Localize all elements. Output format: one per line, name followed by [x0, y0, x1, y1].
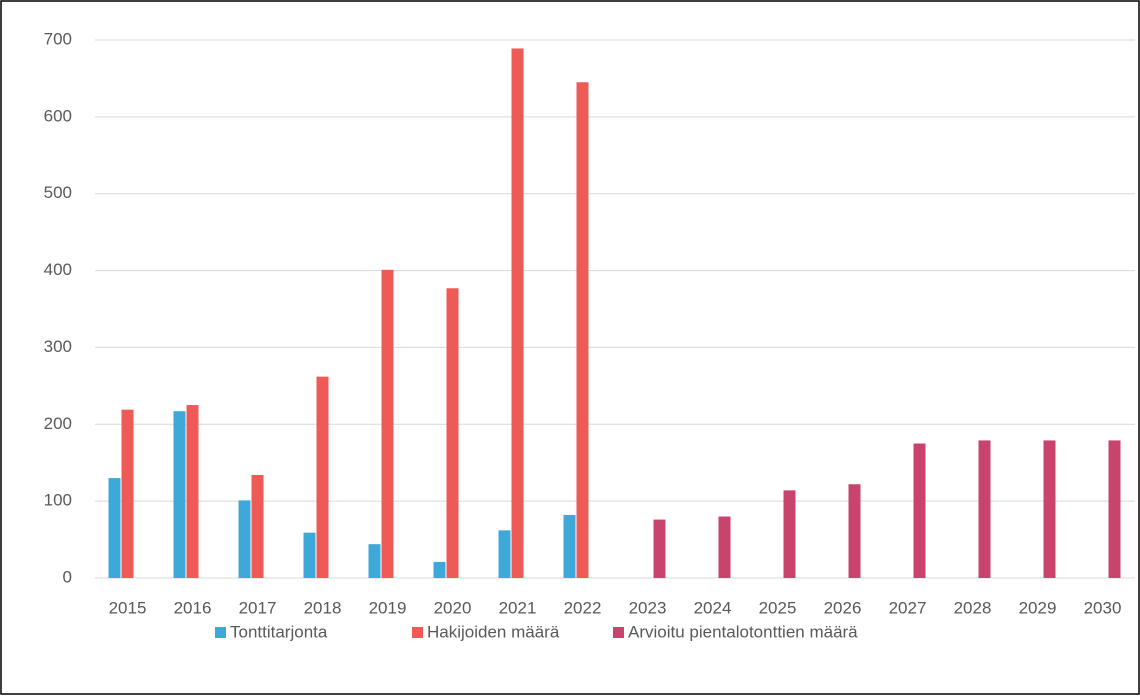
- bar: [316, 376, 329, 578]
- bar: [511, 48, 524, 578]
- x-tick-label: 2017: [239, 598, 277, 617]
- bar: [173, 411, 186, 578]
- y-tick-label: 700: [44, 29, 72, 48]
- bar: [186, 405, 199, 578]
- bar: [563, 514, 576, 578]
- bar: [848, 484, 861, 578]
- x-tick-label: 2021: [499, 598, 537, 617]
- bar: [121, 409, 134, 578]
- bar: [446, 288, 459, 578]
- legend-swatch: [412, 627, 423, 638]
- bar: [238, 500, 251, 578]
- x-tick-label: 2019: [369, 598, 407, 617]
- y-tick-label: 0: [63, 567, 72, 586]
- bar: [251, 475, 264, 578]
- x-tick-label: 2029: [1019, 598, 1057, 617]
- legend-label: Arvioitu pientalotonttien määrä: [628, 622, 858, 641]
- x-tick-label: 2028: [954, 598, 992, 617]
- legend-label: Hakijoiden määrä: [427, 622, 560, 641]
- x-tick-label: 2020: [434, 598, 472, 617]
- bar: [303, 532, 316, 578]
- x-tick-label: 2023: [629, 598, 667, 617]
- legend-swatch: [613, 627, 624, 638]
- y-tick-label: 200: [44, 414, 72, 433]
- bar: [653, 519, 666, 578]
- y-tick-label: 500: [44, 183, 72, 202]
- bar: [368, 544, 381, 578]
- bar: [576, 82, 589, 579]
- legend-label: Tonttitarjonta: [230, 622, 328, 641]
- x-tick-label: 2018: [304, 598, 342, 617]
- bar: [108, 478, 121, 578]
- bar: [1043, 440, 1056, 578]
- y-tick-label: 600: [44, 106, 72, 125]
- x-tick-label: 2025: [759, 598, 797, 617]
- x-tick-label: 2022: [564, 598, 602, 617]
- y-tick-label: 400: [44, 260, 72, 279]
- x-tick-label: 2016: [174, 598, 212, 617]
- bar: [783, 490, 796, 578]
- x-tick-label: 2024: [694, 598, 732, 617]
- x-tick-label: 2027: [889, 598, 927, 617]
- bar: [1108, 440, 1121, 578]
- y-tick-label: 300: [44, 337, 72, 356]
- y-tick-label: 100: [44, 491, 72, 510]
- x-tick-label: 2015: [109, 598, 147, 617]
- bar: [978, 440, 991, 578]
- x-tick-label: 2026: [824, 598, 862, 617]
- bar: [913, 443, 926, 578]
- bar: [433, 561, 446, 578]
- x-tick-label: 2030: [1084, 598, 1122, 617]
- bar: [718, 516, 731, 578]
- legend-swatch: [215, 627, 226, 638]
- bar: [498, 530, 511, 578]
- bar: [381, 269, 394, 578]
